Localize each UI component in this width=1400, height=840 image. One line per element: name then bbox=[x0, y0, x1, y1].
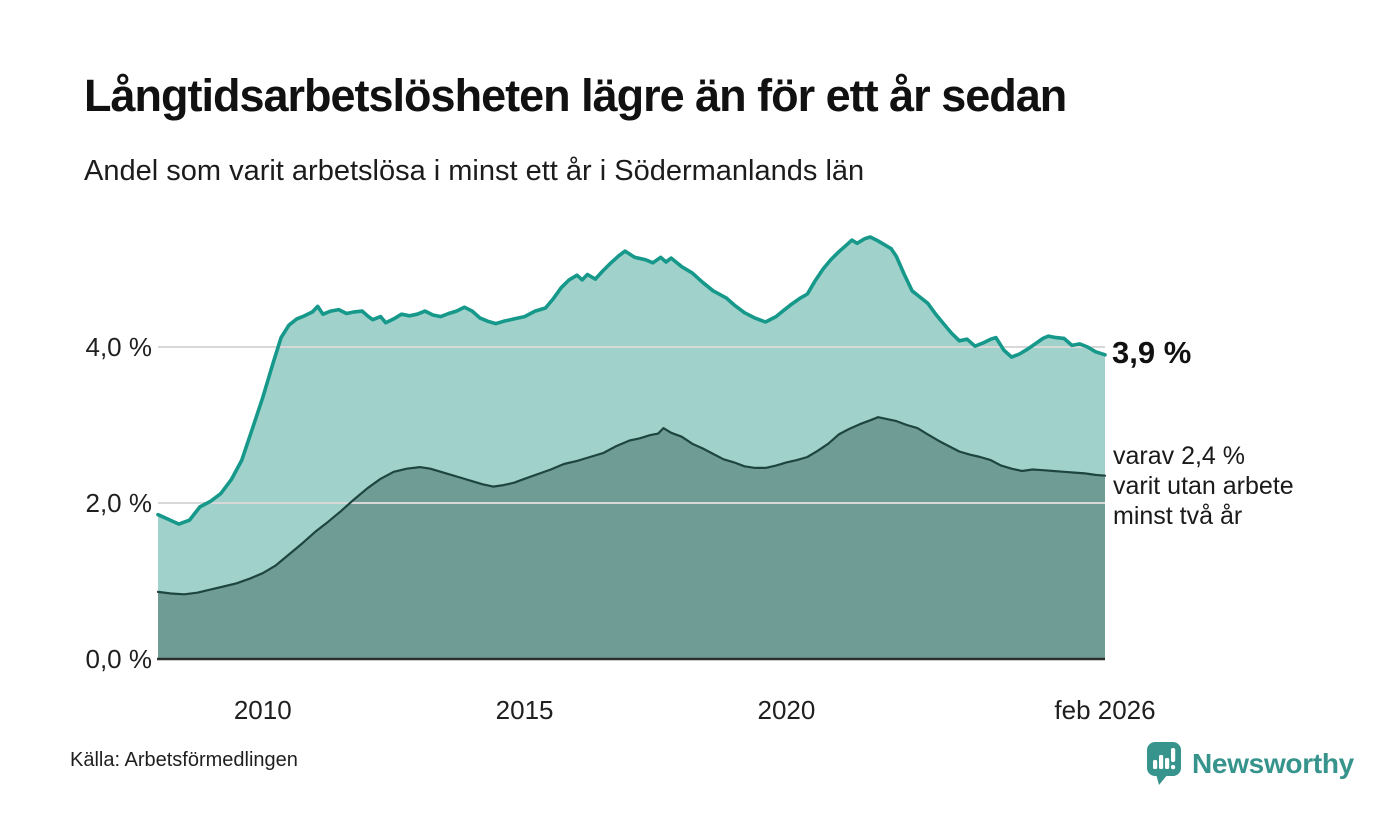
newsworthy-logo-text: Newsworthy bbox=[1192, 748, 1354, 779]
page-title: Långtidsarbetslösheten lägre än för ett … bbox=[84, 70, 1067, 121]
x-tick-2010: 2010 bbox=[233, 695, 292, 725]
source-text: Källa: Arbetsförmedlingen bbox=[70, 749, 298, 771]
x-tick-2020: 2020 bbox=[757, 695, 816, 725]
newsworthy-logo: Newsworthy bbox=[1146, 740, 1354, 788]
page-subtitle: Andel som varit arbetslösa i minst ett å… bbox=[84, 155, 865, 187]
x-tick-2015: 2015 bbox=[495, 695, 554, 725]
y-tick-4: 4,0 % bbox=[85, 332, 153, 362]
y-tick-0: 0,0 % bbox=[85, 644, 153, 674]
y-tick-2: 2,0 % bbox=[85, 488, 153, 518]
secondary-annotation: varav 2,4 % varit utan arbete minst två … bbox=[1113, 442, 1294, 530]
newsworthy-logo-icon bbox=[1147, 742, 1181, 785]
x-tick-feb-2026: feb 2026 bbox=[1054, 695, 1156, 725]
latest-value-label: 3,9 % bbox=[1112, 334, 1192, 370]
